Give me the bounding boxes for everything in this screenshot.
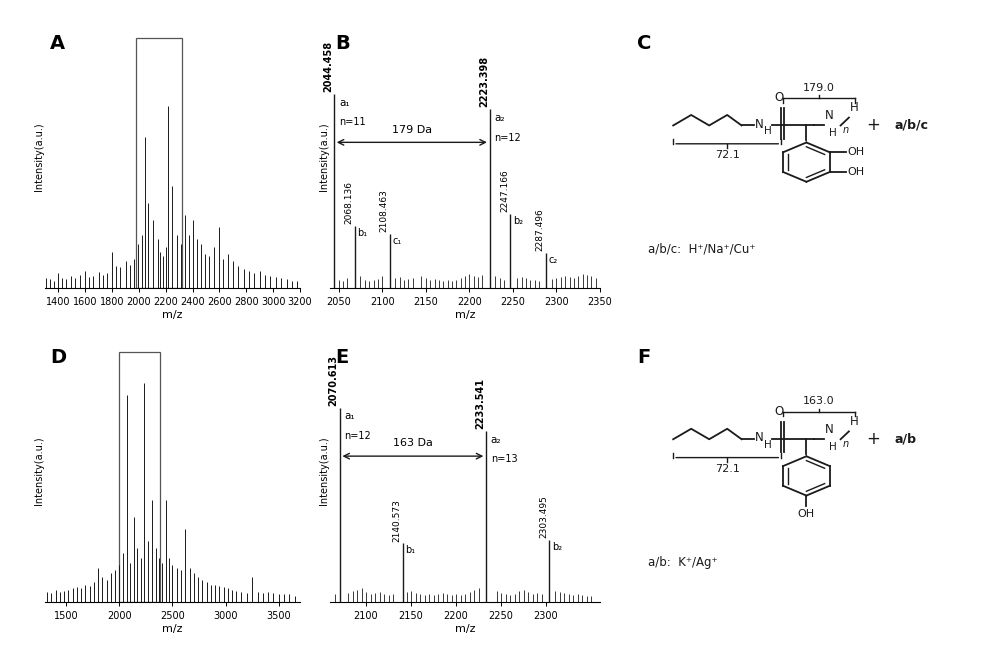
Text: 2247.166: 2247.166: [501, 170, 510, 212]
Text: 163.0: 163.0: [803, 397, 835, 406]
Text: A: A: [50, 34, 65, 53]
Text: C: C: [637, 34, 652, 53]
Text: H: H: [764, 440, 772, 450]
Text: c₁: c₁: [392, 236, 401, 245]
Text: n=12: n=12: [344, 431, 371, 441]
Text: a₁: a₁: [344, 411, 355, 421]
Text: a₂: a₂: [494, 113, 505, 123]
Text: N: N: [755, 118, 764, 131]
Text: c₂: c₂: [548, 255, 557, 265]
Text: H: H: [829, 442, 836, 452]
Text: b₁: b₁: [405, 545, 415, 555]
Text: N: N: [825, 423, 834, 436]
Text: 179 Da: 179 Da: [392, 125, 432, 135]
Text: OH: OH: [848, 148, 865, 157]
X-axis label: m/z: m/z: [162, 624, 183, 633]
Y-axis label: Intensity(a.u.): Intensity(a.u.): [319, 122, 329, 192]
X-axis label: m/z: m/z: [455, 624, 475, 633]
Y-axis label: Intensity(a.u.): Intensity(a.u.): [319, 436, 329, 505]
Text: n=11: n=11: [339, 117, 366, 127]
Text: H: H: [764, 126, 772, 137]
Bar: [136, 38, 182, 288]
Bar: [119, 352, 160, 602]
Text: N: N: [825, 109, 834, 122]
Text: B: B: [335, 34, 350, 53]
Text: n=13: n=13: [491, 454, 517, 464]
Text: E: E: [335, 347, 349, 367]
Text: 2070.613: 2070.613: [329, 355, 339, 406]
Text: 2233.541: 2233.541: [475, 378, 485, 429]
Text: OH: OH: [848, 167, 865, 177]
Y-axis label: Intensity(a.u.): Intensity(a.u.): [34, 122, 44, 192]
Text: OH: OH: [798, 509, 815, 519]
Text: n: n: [843, 125, 849, 135]
Text: 179.0: 179.0: [803, 83, 835, 93]
Y-axis label: Intensity(a.u.): Intensity(a.u.): [34, 436, 44, 505]
Text: 163 Da: 163 Da: [393, 439, 433, 448]
Text: H: H: [850, 102, 859, 115]
Text: 72.1: 72.1: [715, 150, 740, 160]
Text: 2223.398: 2223.398: [479, 56, 489, 107]
Text: a/b/c: a/b/c: [895, 119, 929, 132]
Text: n=12: n=12: [494, 133, 521, 142]
Text: b₁: b₁: [357, 228, 367, 237]
Text: O: O: [775, 91, 784, 104]
Text: D: D: [50, 347, 66, 367]
Text: N: N: [755, 432, 764, 444]
Text: n: n: [843, 439, 849, 449]
Text: a/b/c:  H⁺/Na⁺/Cu⁺: a/b/c: H⁺/Na⁺/Cu⁺: [648, 242, 756, 255]
Text: H: H: [829, 128, 836, 138]
Text: +: +: [866, 116, 880, 135]
Text: b₂: b₂: [513, 216, 523, 226]
Text: 2108.463: 2108.463: [380, 189, 389, 232]
X-axis label: m/z: m/z: [162, 310, 183, 320]
Text: a₁: a₁: [339, 98, 350, 107]
Text: a₂: a₂: [491, 435, 501, 444]
Text: a/b:  K⁺/Ag⁺: a/b: K⁺/Ag⁺: [648, 556, 718, 569]
Text: +: +: [866, 430, 880, 448]
Text: a/b: a/b: [895, 433, 917, 446]
Text: F: F: [637, 347, 650, 367]
Text: 2068.136: 2068.136: [345, 181, 354, 224]
Text: 72.1: 72.1: [715, 464, 740, 474]
Text: 2044.458: 2044.458: [323, 41, 333, 92]
X-axis label: m/z: m/z: [455, 310, 475, 320]
Text: 2140.573: 2140.573: [393, 499, 402, 542]
Text: O: O: [775, 405, 784, 418]
Text: 2303.495: 2303.495: [539, 495, 548, 538]
Text: 2287.496: 2287.496: [536, 208, 545, 251]
Text: b₂: b₂: [552, 542, 562, 551]
Text: H: H: [850, 415, 859, 428]
